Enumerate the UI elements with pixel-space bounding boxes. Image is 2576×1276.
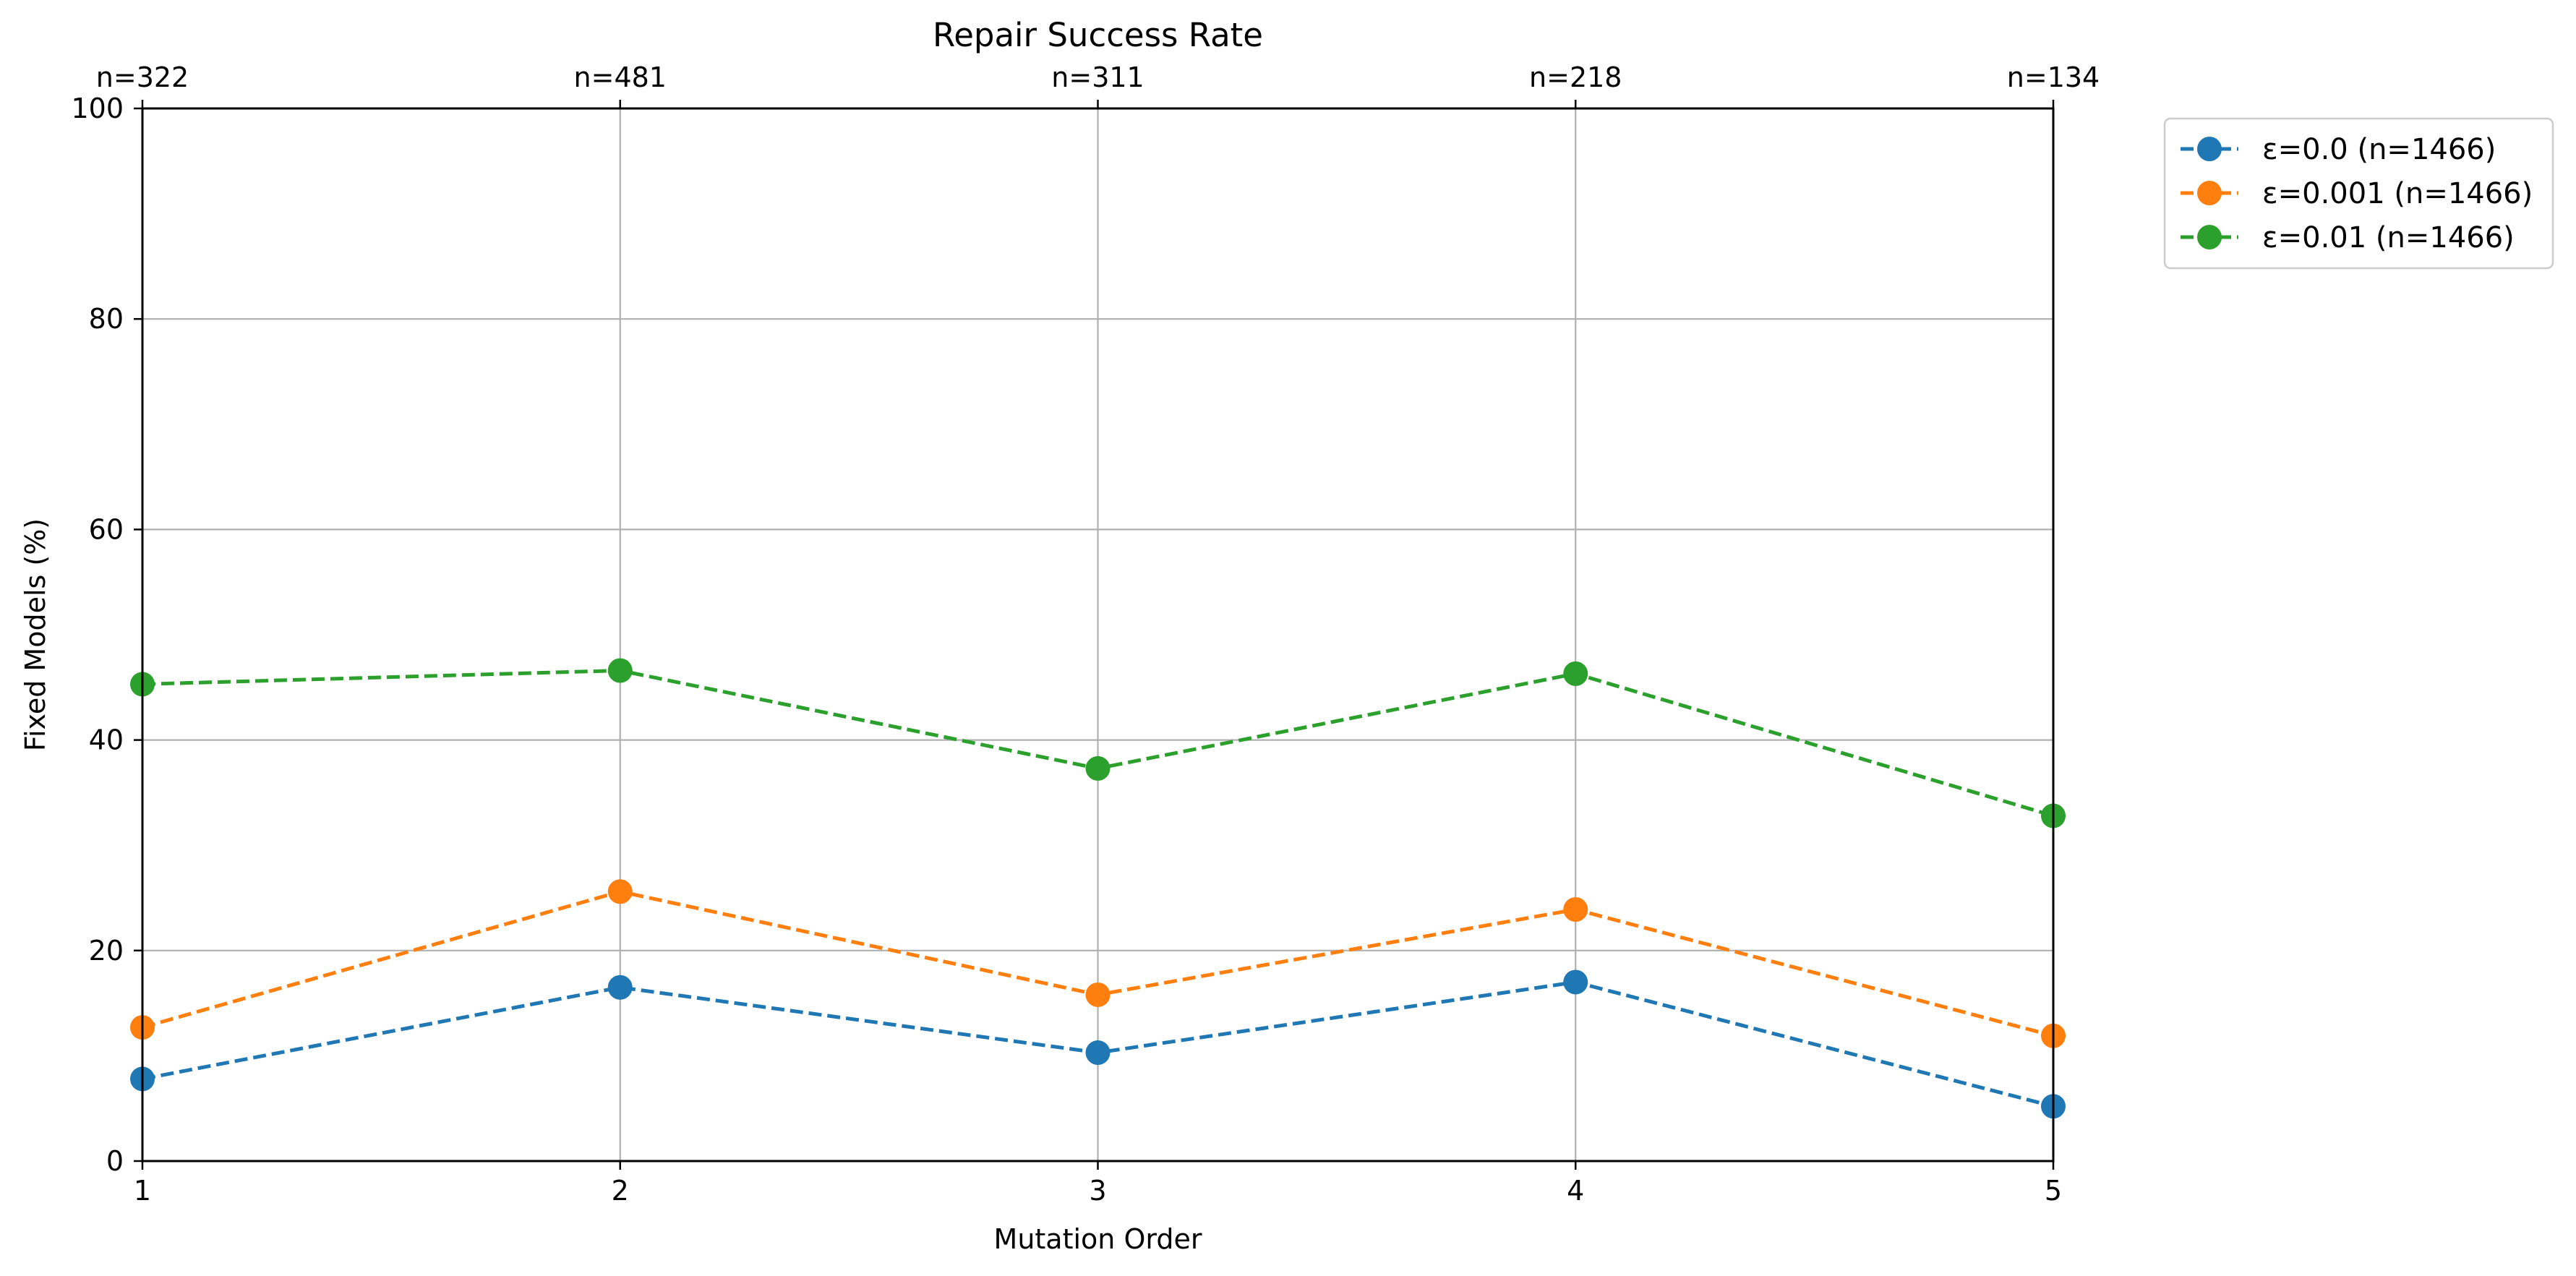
- legend-marker: [2197, 225, 2222, 249]
- top-tick-label: n=322: [96, 61, 189, 93]
- y-tick-label: 60: [89, 513, 124, 545]
- top-tick-label: n=481: [574, 61, 667, 93]
- legend-label: ε=0.001 (n=1466): [2262, 177, 2533, 210]
- data-point: [1563, 969, 1588, 995]
- top-tick-label: n=218: [1529, 61, 1622, 93]
- y-axis-label: Fixed Models (%): [20, 518, 51, 751]
- data-point: [1085, 982, 1111, 1007]
- data-point: [607, 975, 633, 1000]
- series-layer: [130, 658, 2066, 1119]
- y-tick-label: 80: [89, 303, 124, 335]
- top-tick-label: n=311: [1051, 61, 1144, 93]
- data-point: [1085, 755, 1111, 781]
- series-2: [130, 879, 2066, 1048]
- legend-item: ε=0.001 (n=1466): [2181, 177, 2533, 210]
- y-tick-label: 40: [89, 724, 124, 756]
- x-axis-label: Mutation Order: [994, 1223, 1202, 1255]
- legend-label: ε=0.0 (n=1466): [2262, 133, 2496, 166]
- legend-item: ε=0.01 (n=1466): [2181, 221, 2515, 254]
- x-tick-label: 1: [134, 1175, 151, 1207]
- chart-title: Repair Success Rate: [933, 16, 1263, 54]
- data-point: [1085, 1040, 1111, 1066]
- x-tick-label: 4: [1567, 1175, 1584, 1207]
- data-point: [1563, 897, 1588, 922]
- x-tick-label: 5: [2045, 1175, 2062, 1207]
- legend-item: ε=0.0 (n=1466): [2181, 133, 2496, 166]
- data-point: [1563, 661, 1588, 686]
- y-tick-label: 0: [106, 1145, 124, 1177]
- legend-label: ε=0.01 (n=1466): [2262, 221, 2515, 254]
- x-tick-label: 3: [1089, 1175, 1106, 1207]
- legend-marker: [2197, 137, 2222, 161]
- y-tick-label: 20: [89, 935, 124, 967]
- axis-ticks: 1 2 3 4 5 n=322 n=481 n=311 n=218 n=134 0 20 40 60 80 1…: [71, 61, 2100, 1207]
- legend-marker: [2197, 181, 2222, 205]
- data-point: [607, 879, 633, 904]
- legend: ε=0.0 (n=1466) ε=0.001 (n=1466) ε=0.01 (n=…: [2163, 117, 2554, 270]
- data-point: [607, 658, 633, 683]
- top-tick-label: n=134: [2007, 61, 2100, 93]
- y-tick-label: 100: [71, 93, 124, 124]
- series-1: [130, 969, 2066, 1119]
- legend-frame: [2163, 117, 2554, 270]
- x-tick-label: 2: [612, 1175, 629, 1207]
